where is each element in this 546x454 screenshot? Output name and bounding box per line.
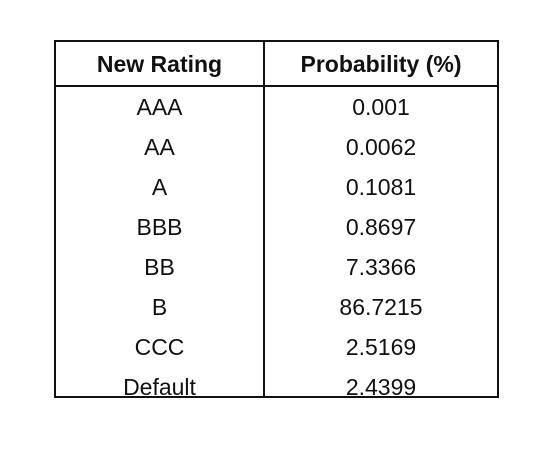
probability-cell: 2.4399 bbox=[345, 374, 417, 400]
rating-cell: B bbox=[151, 294, 168, 320]
table-row: Default 2.4399 bbox=[56, 367, 497, 407]
rating-cell: AA bbox=[144, 134, 175, 160]
table-row: CCC 2.5169 bbox=[56, 327, 497, 367]
table-header-row: New Rating Probability (%) bbox=[56, 42, 497, 87]
column-divider bbox=[263, 42, 265, 396]
table-row: AA 0.0062 bbox=[56, 127, 497, 167]
table-row: BB 7.3366 bbox=[56, 247, 497, 287]
probability-cell: 2.5169 bbox=[345, 334, 417, 360]
rating-cell: CCC bbox=[134, 334, 185, 360]
table-body: AAA 0.001 AA 0.0062 A 0.1081 BBB 0.8697 … bbox=[56, 87, 497, 407]
header-probability: Probability (%) bbox=[300, 51, 462, 77]
rating-cell: A bbox=[151, 174, 168, 200]
probability-cell: 7.3366 bbox=[345, 254, 417, 280]
table-row: AAA 0.001 bbox=[56, 87, 497, 127]
header-new-rating: New Rating bbox=[96, 51, 223, 77]
table-row: A 0.1081 bbox=[56, 167, 497, 207]
table-row: B 86.7215 bbox=[56, 287, 497, 327]
probability-cell: 0.0062 bbox=[345, 134, 417, 160]
rating-cell: BB bbox=[144, 254, 175, 280]
rating-cell: AAA bbox=[136, 94, 183, 120]
rating-probability-table: New Rating Probability (%) AAA 0.001 AA … bbox=[54, 40, 499, 400]
table-row: BBB 0.8697 bbox=[56, 207, 497, 247]
probability-cell: 0.001 bbox=[352, 94, 410, 120]
rating-cell: Default bbox=[123, 374, 196, 400]
probability-cell: 86.7215 bbox=[339, 294, 423, 320]
rating-cell: BBB bbox=[136, 214, 183, 240]
probability-cell: 0.1081 bbox=[345, 174, 417, 200]
probability-cell: 0.8697 bbox=[345, 214, 417, 240]
